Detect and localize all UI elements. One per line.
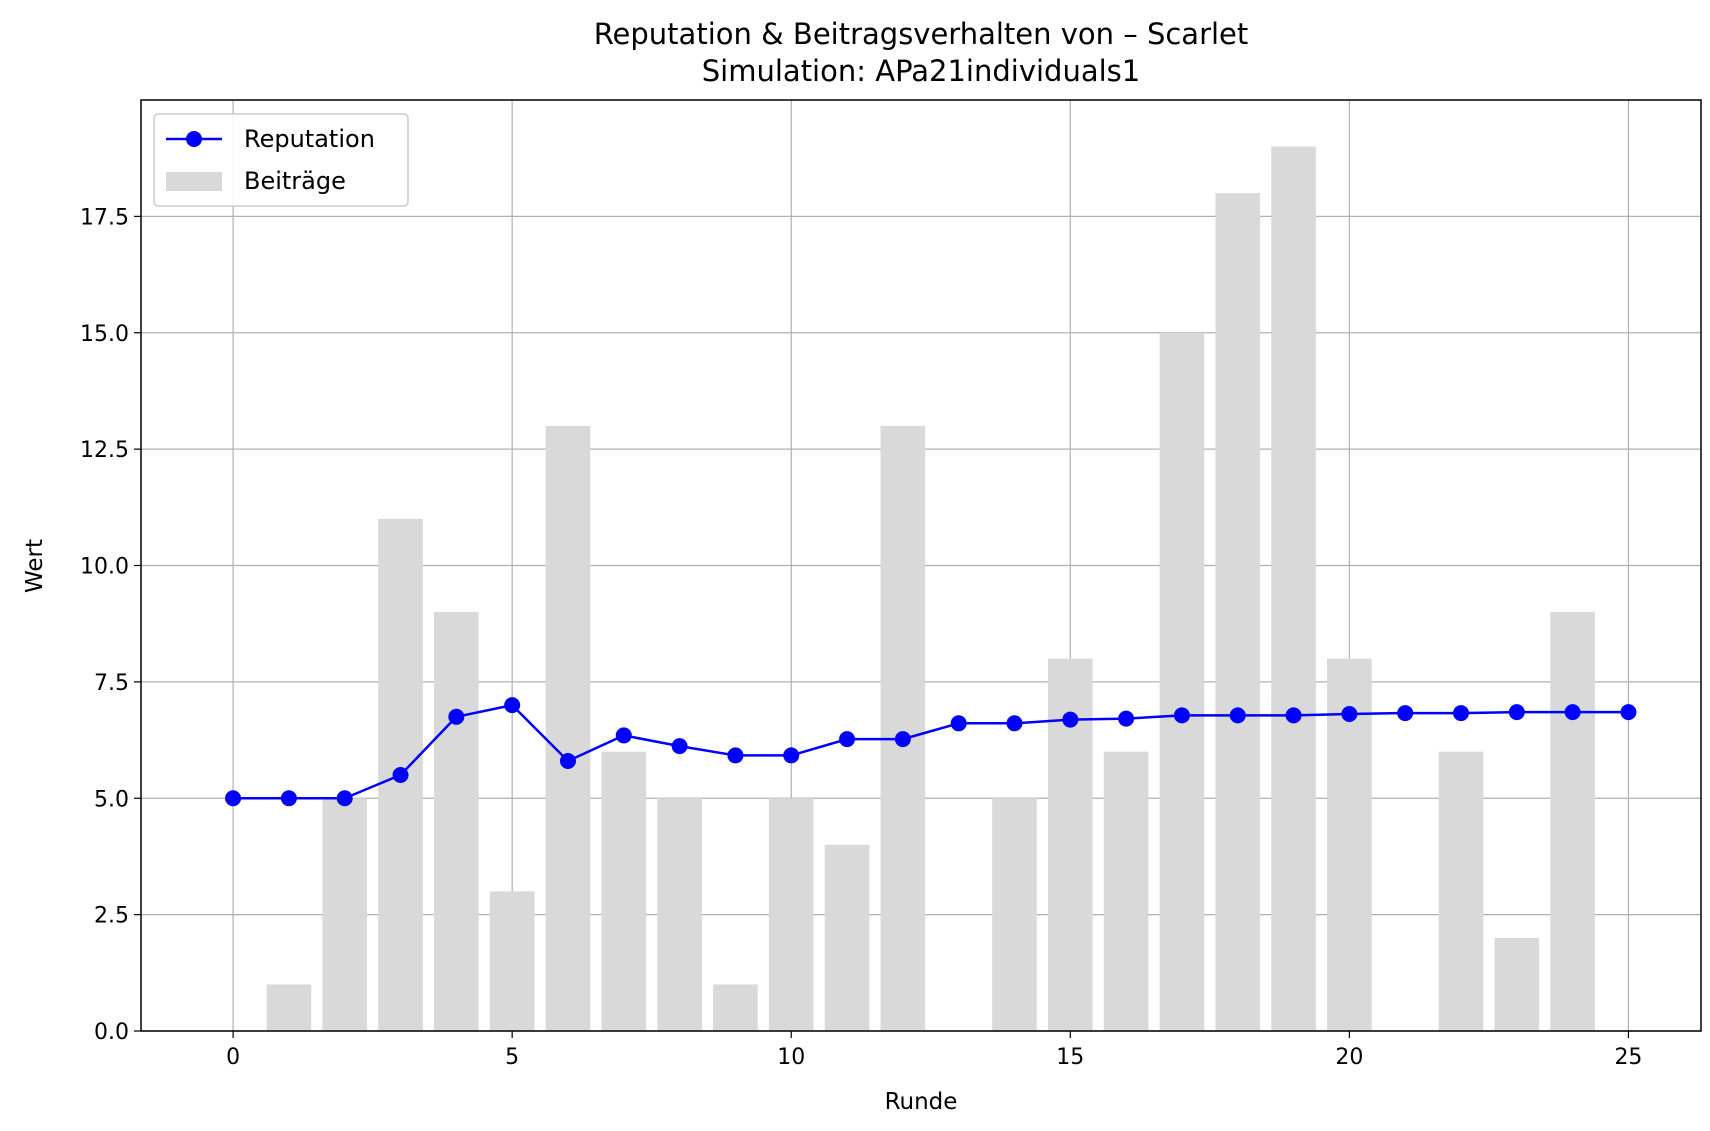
chart-subtitle: Simulation: APa21individuals1 bbox=[702, 54, 1140, 88]
reputation-point bbox=[1564, 704, 1581, 721]
bar-beitraege bbox=[434, 612, 479, 1031]
bar-beitraege bbox=[992, 798, 1037, 1031]
x-axis-label: Runde bbox=[885, 1089, 958, 1115]
reputation-line bbox=[233, 703, 1629, 800]
legend-bar-swatch bbox=[166, 172, 222, 191]
bar-beitraege bbox=[601, 751, 647, 1031]
reputation-point bbox=[1285, 707, 1302, 724]
bar-beitraege bbox=[768, 798, 814, 1031]
bar-beitraege bbox=[657, 798, 702, 1031]
bar-beitraege bbox=[713, 984, 758, 1031]
reputation-point bbox=[671, 738, 688, 755]
y-tick-label: 12.5 bbox=[80, 438, 129, 463]
bar-series-beitraege bbox=[266, 146, 1595, 1032]
x-tick-label: 15 bbox=[1056, 1045, 1084, 1070]
bar-beitraege bbox=[545, 425, 591, 1032]
x-tick-label: 25 bbox=[1614, 1045, 1642, 1070]
reputation-point bbox=[1173, 707, 1190, 724]
reputation-point bbox=[1341, 705, 1358, 722]
y-tick-label: 2.5 bbox=[94, 904, 129, 929]
y-tick-label: 15.0 bbox=[80, 322, 129, 347]
reputation-point bbox=[727, 747, 744, 764]
bar-beitraege bbox=[322, 798, 368, 1031]
bar-beitraege bbox=[1215, 193, 1261, 1032]
bar-beitraege bbox=[489, 891, 535, 1031]
bar-beitraege bbox=[266, 984, 312, 1031]
legend-marker-swatch bbox=[186, 131, 202, 147]
y-tick-label: 5.0 bbox=[94, 787, 129, 812]
reputation-point bbox=[839, 731, 856, 748]
reputation-point bbox=[392, 766, 409, 783]
reputation-point bbox=[1229, 707, 1246, 724]
reputation-point bbox=[1118, 710, 1135, 727]
y-tick-label: 7.5 bbox=[94, 671, 129, 696]
reputation-point bbox=[559, 753, 576, 770]
line-series-reputation bbox=[225, 697, 1637, 807]
reputation-point bbox=[225, 790, 242, 807]
reputation-point bbox=[894, 731, 911, 748]
reputation-point bbox=[950, 715, 967, 732]
reputation-point bbox=[448, 708, 465, 725]
legend-label-reputation: Reputation bbox=[244, 125, 375, 153]
reputation-point bbox=[1453, 705, 1469, 722]
reputation-point bbox=[1062, 711, 1079, 728]
legend: Reputation Beiträge bbox=[153, 113, 409, 207]
chart-title: Reputation & Beitragsverhalten von – Sca… bbox=[594, 17, 1249, 51]
y-tick-label: 17.5 bbox=[80, 205, 129, 230]
reputation-point bbox=[1620, 704, 1637, 721]
y-axis-label: Wert bbox=[22, 539, 48, 593]
reputation-point bbox=[1397, 705, 1414, 722]
x-axis-ticks: 0 5 10 15 20 25 bbox=[226, 1031, 1642, 1070]
bar-beitraege bbox=[880, 425, 926, 1032]
bar-beitraege bbox=[1550, 612, 1595, 1031]
reputation-point bbox=[1006, 715, 1023, 732]
reputation-point bbox=[1508, 704, 1525, 721]
x-tick-label: 20 bbox=[1335, 1045, 1363, 1070]
reputation-point bbox=[280, 790, 297, 807]
bar-beitraege bbox=[1271, 146, 1316, 1032]
reputation-point bbox=[504, 697, 521, 714]
y-axis-ticks: 0.0 2.5 5.0 7.5 10.0 12.5 15.0 17.5 bbox=[80, 205, 141, 1045]
reputation-point bbox=[336, 790, 353, 807]
reputation-point bbox=[783, 747, 800, 764]
reputation-point bbox=[615, 727, 632, 744]
bar-beitraege bbox=[1103, 751, 1149, 1031]
bar-beitraege bbox=[1438, 751, 1484, 1031]
bar-beitraege bbox=[824, 844, 870, 1031]
x-tick-label: 5 bbox=[505, 1045, 519, 1070]
y-tick-label: 0.0 bbox=[94, 1020, 129, 1045]
x-tick-label: 10 bbox=[777, 1045, 805, 1070]
bar-beitraege bbox=[1159, 332, 1205, 1031]
bar-beitraege bbox=[1494, 937, 1540, 1031]
y-tick-label: 10.0 bbox=[80, 555, 129, 580]
legend-label-beitraege: Beiträge bbox=[244, 167, 346, 195]
x-tick-label: 0 bbox=[226, 1045, 240, 1070]
